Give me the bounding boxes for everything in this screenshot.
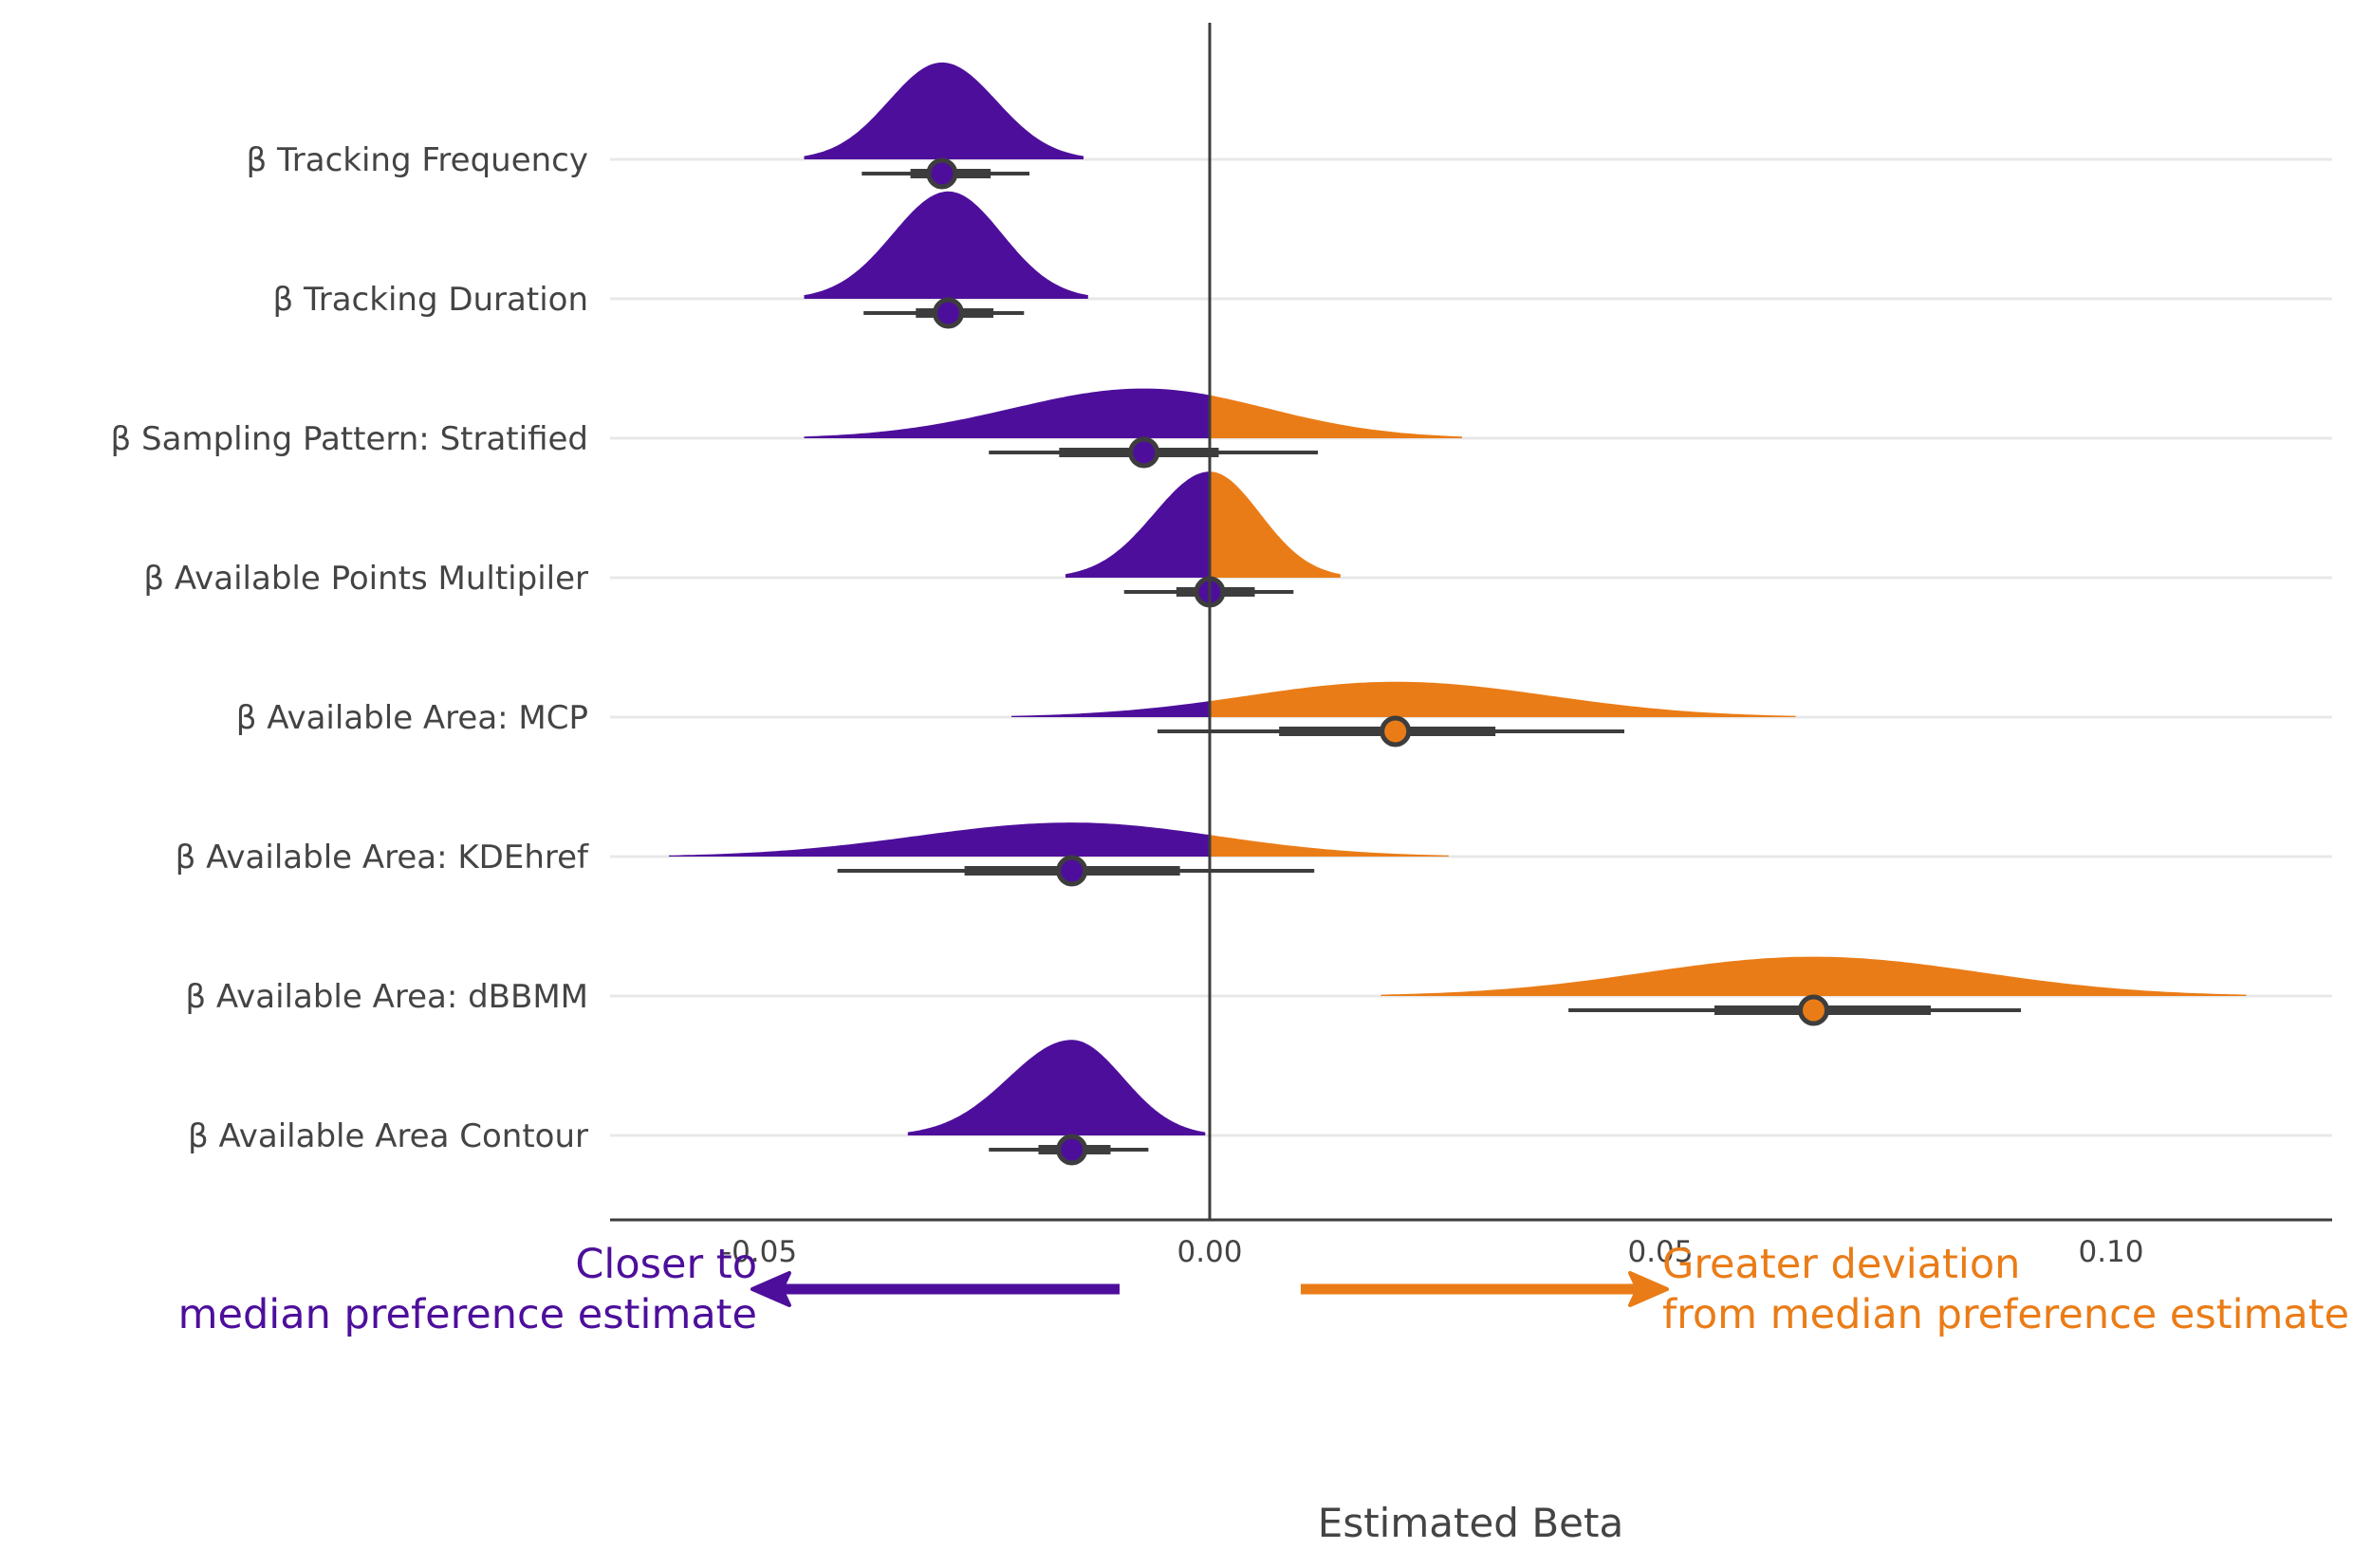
category-label: β Available Area: MCP bbox=[236, 699, 588, 737]
x-tick-label: -0.05 bbox=[721, 1235, 797, 1269]
median-point bbox=[926, 157, 958, 190]
category-label: β Available Points Multipiler bbox=[143, 560, 588, 598]
intervals bbox=[837, 157, 2021, 1166]
x-tick-label: 0.00 bbox=[1176, 1235, 1242, 1269]
category-label: β Tracking Frequency bbox=[246, 141, 588, 179]
category-label: β Available Area: dBBMM bbox=[185, 978, 588, 1016]
deviation-annotation-line1: Greater deviation bbox=[1662, 1241, 2020, 1288]
closer-arrow bbox=[750, 1271, 1120, 1307]
median-point bbox=[1128, 436, 1160, 469]
median-point bbox=[1056, 1134, 1088, 1166]
density-positive bbox=[1380, 956, 2247, 996]
density-negative bbox=[804, 388, 1210, 438]
density-negative bbox=[907, 1040, 1206, 1135]
density-negative bbox=[1065, 471, 1210, 578]
category-label: β Tracking Duration bbox=[272, 281, 588, 319]
category-label: β Available Area: KDEhref bbox=[176, 839, 589, 876]
category-label: β Sampling Pattern: Stratified bbox=[111, 420, 588, 458]
closer-annotation-line1: Closer to bbox=[575, 1241, 757, 1288]
density-positive bbox=[1210, 681, 1796, 717]
x-tick-label: 0.10 bbox=[2078, 1235, 2143, 1269]
x-tick-label: 0.05 bbox=[1627, 1235, 1693, 1269]
densities bbox=[669, 62, 2247, 1135]
median-point bbox=[1056, 855, 1088, 887]
deviation-arrow bbox=[1301, 1271, 1669, 1307]
category-label: β Available Area Contour bbox=[188, 1117, 588, 1155]
median-point bbox=[933, 297, 964, 329]
closer-annotation-line2: median preference estimate bbox=[178, 1291, 757, 1338]
x-axis-ticks: -0.05 0.00 0.05 0.10 bbox=[721, 1235, 2144, 1269]
median-point bbox=[1798, 994, 1829, 1026]
density-positive bbox=[1210, 395, 1462, 438]
x-axis-title: Estimated Beta bbox=[1318, 1500, 1623, 1546]
density-negative bbox=[804, 62, 1084, 159]
density-negative bbox=[804, 191, 1088, 299]
density-negative bbox=[1011, 701, 1210, 717]
deviation-annotation-line2: from median preference estimate bbox=[1662, 1291, 2349, 1338]
density-negative bbox=[669, 822, 1210, 857]
category-labels: β Tracking Frequency β Tracking Duration β… bbox=[111, 141, 589, 1155]
median-point bbox=[1380, 715, 1412, 747]
density-positive bbox=[1210, 835, 1449, 857]
density-positive bbox=[1210, 471, 1341, 578]
